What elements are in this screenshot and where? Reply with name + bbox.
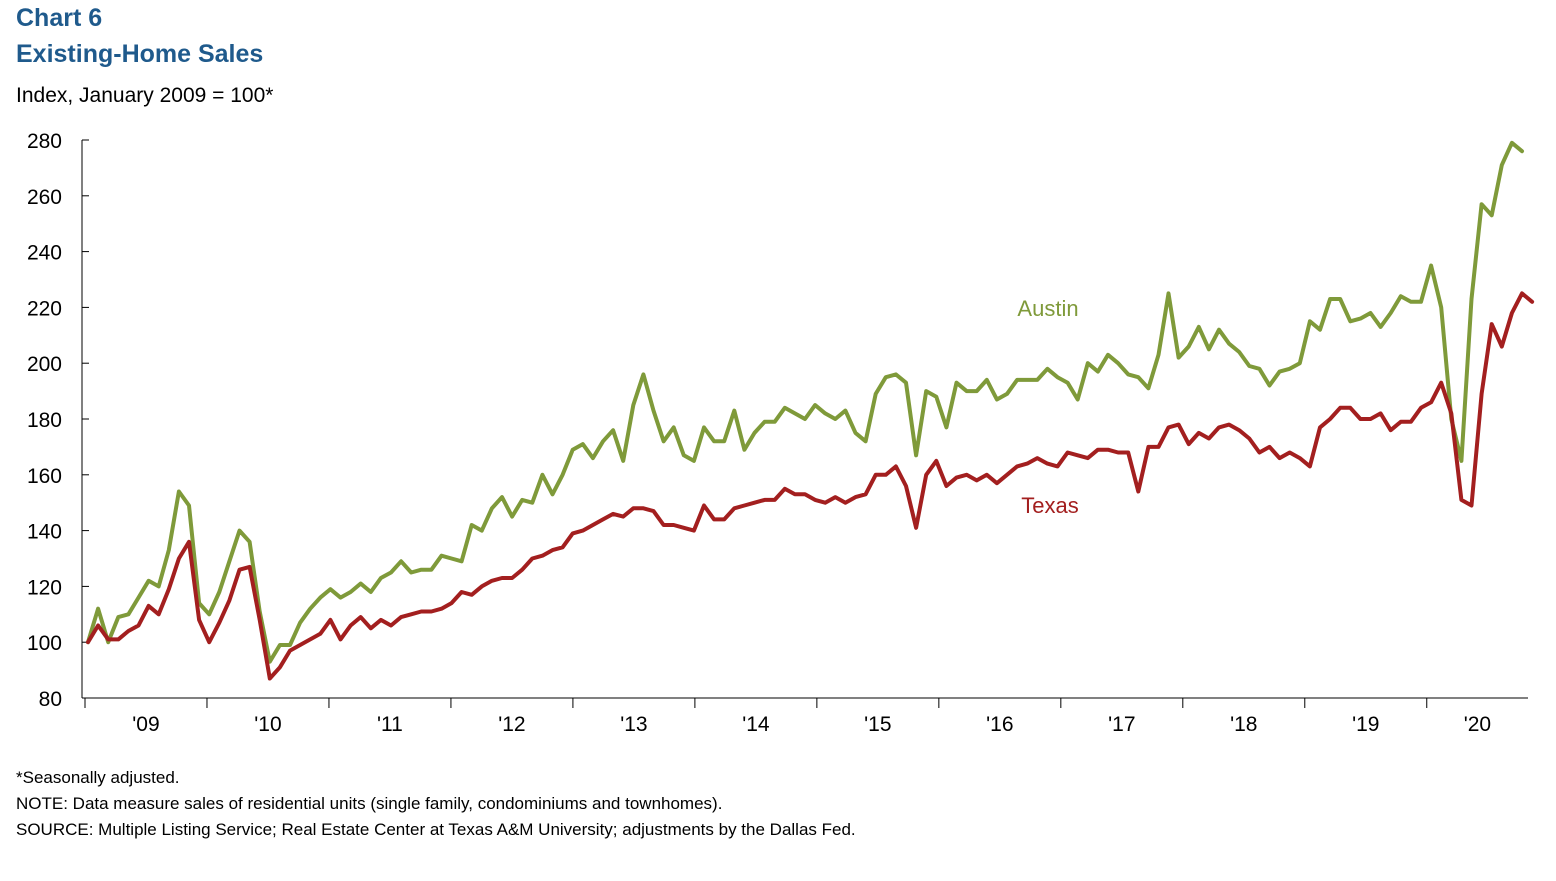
footnote-note: NOTE: Data measure sales of residential … (16, 794, 723, 813)
y-tick-label: 220 (27, 297, 62, 320)
chart-subtitle: Index, January 2009 = 100* (16, 84, 274, 107)
chart-axes: 80 100 120 140 160 180 200 220 240 260 280 '09 '10 '1… (27, 130, 1528, 736)
y-tick-label: 180 (27, 409, 62, 432)
series-line-austin (86, 140, 1524, 664)
x-tick-label: '10 (254, 713, 281, 736)
footnote-source: SOURCE: Multiple Listing Service; Real E… (16, 820, 856, 839)
x-tick-label: '14 (742, 713, 770, 736)
y-tick-label: 280 (27, 130, 62, 153)
x-tick-label: '13 (620, 713, 647, 736)
x-tick-label: '17 (1108, 713, 1135, 736)
chart-annotations: Austin Texas (1017, 296, 1078, 518)
y-tick-label: 240 (27, 242, 62, 265)
chart-series (86, 140, 1535, 681)
x-tick-label: '12 (498, 713, 525, 736)
y-tick-label: 120 (27, 576, 62, 599)
chart-title: Existing-Home Sales (16, 40, 264, 68)
series-label-texas: Texas (1021, 493, 1078, 518)
series-label-austin: Austin (1017, 296, 1078, 321)
x-tick-label: '09 (132, 713, 159, 736)
chart-number: Chart 6 (16, 4, 103, 32)
y-tick-label: 100 (27, 632, 62, 655)
line-chart: 80 100 120 140 160 180 200 220 240 260 280 '09 '10 '1… (27, 130, 1535, 736)
y-tick-label: 80 (39, 688, 62, 711)
series-line-texas (86, 291, 1535, 681)
y-tick-label: 140 (27, 521, 62, 544)
y-tick-label: 260 (27, 186, 62, 209)
x-tick-label: '16 (986, 713, 1013, 736)
x-tick-label: '11 (377, 713, 403, 736)
footnote-seasonal: *Seasonally adjusted. (16, 768, 180, 787)
y-tick-label: 200 (27, 353, 62, 376)
x-tick-label: '15 (864, 713, 891, 736)
x-tick-label: '18 (1230, 713, 1257, 736)
x-tick-label: '20 (1464, 713, 1491, 736)
y-tick-label: 160 (27, 465, 62, 488)
x-tick-label: '19 (1352, 713, 1379, 736)
